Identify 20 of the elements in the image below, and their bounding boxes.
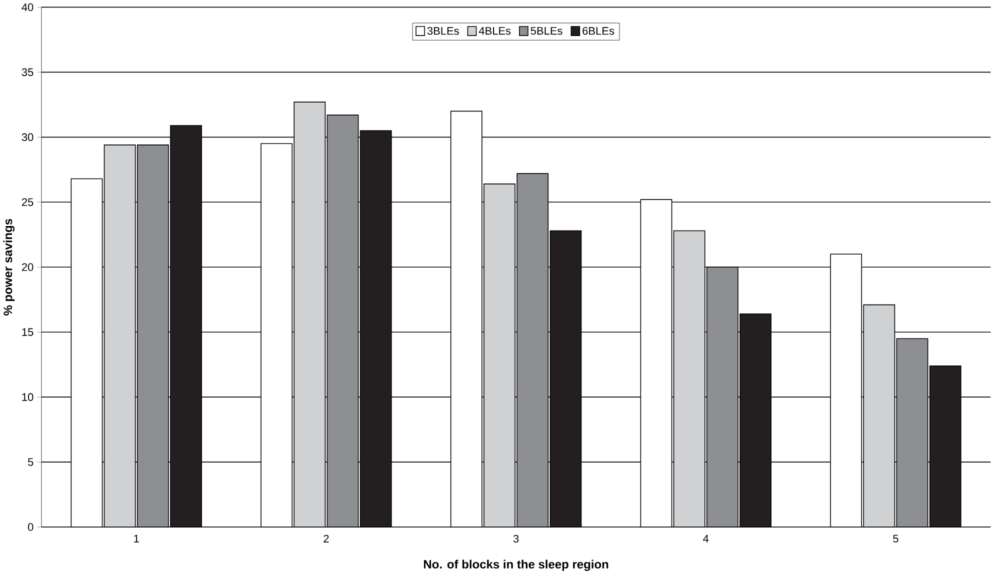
- y-tick-label: 5: [28, 458, 34, 466]
- x-tick-label: 1: [134, 534, 139, 542]
- x-tick-label: 5: [893, 534, 898, 542]
- x-axis-title: No. of blocks in the sleep region: [424, 560, 608, 571]
- legend-label: 5BLEs: [530, 26, 562, 35]
- y-tick-label: 30: [22, 133, 34, 141]
- y-tick-label: 40: [22, 3, 34, 11]
- y-axis-title: % power savings: [3, 218, 15, 316]
- y-tick-label: 20: [22, 263, 34, 271]
- legend-label: 4BLEs: [478, 26, 511, 35]
- y-tick-label: 35: [22, 68, 34, 76]
- x-tick-label: 2: [324, 534, 329, 542]
- legend-label: 3BLEs: [427, 26, 459, 35]
- x-tick-label: 4: [703, 534, 709, 542]
- y-tick-label: 25: [22, 198, 34, 206]
- y-tick-label: 15: [22, 328, 34, 336]
- legend-label: 6BLEs: [582, 26, 614, 35]
- y-tick-label: 10: [22, 393, 34, 401]
- x-tick-label: 3: [513, 534, 519, 542]
- y-tick-label: 0: [28, 522, 34, 531]
